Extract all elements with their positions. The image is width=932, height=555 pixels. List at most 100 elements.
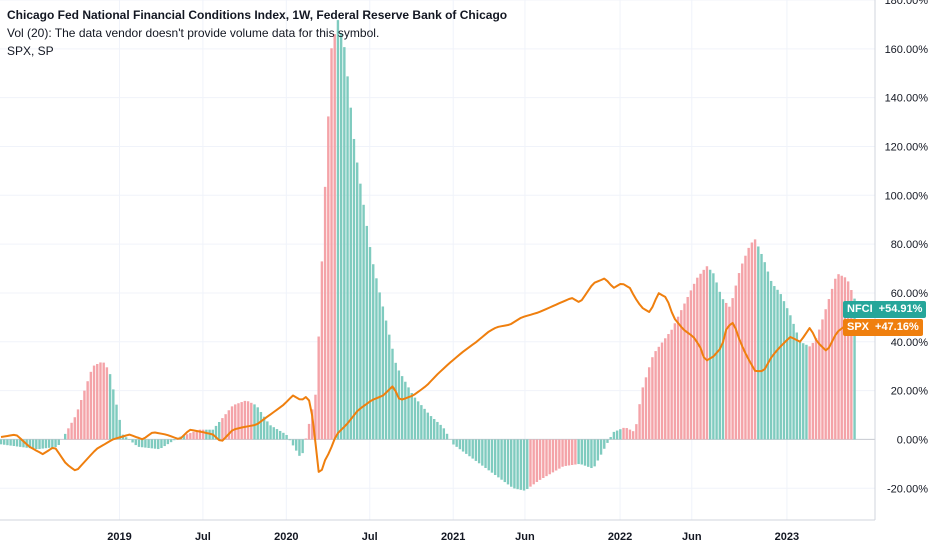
nfci-bar: [282, 433, 284, 440]
nfci-bar: [144, 439, 146, 447]
nfci-bar: [295, 439, 297, 450]
nfci-bar: [593, 439, 595, 466]
nfci-bar: [796, 332, 798, 439]
nfci-bar: [574, 439, 576, 464]
nfci-bar: [13, 439, 15, 446]
nfci-bar: [616, 431, 618, 440]
nfci-bar: [337, 20, 339, 439]
nfci-bar: [218, 422, 220, 439]
nfci-bar: [526, 439, 528, 489]
nfci-bar: [90, 372, 92, 440]
nfci-bar: [606, 439, 608, 442]
nfci-bar: [378, 292, 380, 439]
nfci-bar: [484, 439, 486, 468]
nfci-bar: [74, 417, 76, 439]
nfci-bar: [260, 412, 262, 439]
nfci-bar: [571, 439, 573, 465]
nfci-bar: [577, 439, 579, 464]
y-tick-label: 140.00%: [885, 93, 929, 105]
nfci-bar: [317, 337, 319, 440]
nfci-bar: [587, 439, 589, 466]
nfci-bar: [375, 278, 377, 439]
nfci-bar: [192, 432, 194, 440]
nfci-bar: [301, 439, 303, 453]
nfci-bar: [138, 439, 140, 446]
nfci-bar: [51, 439, 53, 447]
nfci-bar: [648, 367, 650, 439]
nfci-bar: [285, 435, 287, 439]
nfci-bar: [359, 184, 361, 440]
nfci-bar: [369, 247, 371, 439]
nfci-bar: [468, 439, 470, 456]
nfci-bar: [699, 274, 701, 440]
nfci-badge-name: NFCI: [847, 303, 873, 315]
nfci-bar: [93, 366, 95, 440]
nfci-badge-value: +54.91%: [879, 303, 923, 315]
nfci-bar: [520, 439, 522, 489]
nfci-bar: [802, 343, 804, 439]
nfci-bar: [170, 439, 172, 442]
x-tick-label: 2020: [274, 531, 298, 543]
nfci-bar: [186, 434, 188, 439]
nfci-bar: [841, 276, 843, 440]
nfci-bar: [109, 374, 111, 439]
y-tick-label: 160.00%: [885, 44, 929, 56]
nfci-bar: [792, 324, 794, 440]
nfci-bar: [244, 401, 246, 440]
nfci-bar: [651, 357, 653, 439]
nfci-bar: [491, 439, 493, 472]
nfci-bar: [151, 439, 153, 448]
nfci-bar: [237, 403, 239, 439]
nfci-bar: [64, 434, 66, 440]
nfci-bar: [632, 431, 634, 439]
nfci-bar: [507, 439, 509, 484]
nfci-bar: [497, 439, 499, 477]
nfci-bar: [696, 278, 698, 440]
spx-badge-name: SPX: [847, 321, 869, 333]
nfci-bar: [83, 391, 85, 440]
nfci-bar: [500, 439, 502, 479]
nfci-bar: [414, 398, 416, 440]
nfci-bar: [635, 424, 637, 439]
nfci-bar: [19, 439, 21, 446]
nfci-bar: [16, 439, 18, 446]
nfci-bar: [757, 246, 759, 439]
nfci-bar: [465, 439, 467, 453]
nfci-bar: [481, 439, 483, 465]
nfci-bar: [658, 347, 660, 440]
nfci-bar: [812, 343, 814, 440]
nfci-bar: [764, 262, 766, 439]
symbol-label: SPX, SP: [7, 42, 507, 60]
nfci-bar: [510, 439, 512, 486]
nfci-bar: [385, 321, 387, 440]
nfci-bar: [433, 419, 435, 439]
nfci-bar: [269, 425, 271, 439]
nfci-bar: [674, 323, 676, 439]
nfci-bar: [189, 433, 191, 439]
nfci-bar: [430, 416, 432, 439]
nfci-bar: [3, 439, 5, 444]
nfci-bar: [6, 439, 8, 445]
nfci-bar: [343, 47, 345, 439]
nfci-bar: [642, 387, 644, 439]
nfci-bar: [731, 298, 733, 439]
nfci-bar: [799, 341, 801, 439]
nfci-bar: [362, 205, 364, 440]
nfci-bar: [446, 434, 448, 440]
nfci-bar: [568, 439, 570, 465]
nfci-bar: [308, 424, 310, 440]
spx-badge-value: +47.16%: [875, 321, 919, 333]
nfci-bar: [321, 261, 323, 439]
nfci-bar: [253, 404, 255, 439]
nfci-bar: [276, 429, 278, 439]
nfci-bar: [504, 439, 506, 482]
nfci-bar: [738, 273, 740, 439]
nfci-bar: [154, 439, 156, 448]
nfci-bar: [372, 264, 374, 439]
nfci-bar: [654, 351, 656, 439]
nfci-bar: [125, 437, 127, 439]
nfci-bar: [744, 256, 746, 440]
nfci-bar: [472, 439, 474, 458]
nfci-bar: [231, 406, 233, 439]
